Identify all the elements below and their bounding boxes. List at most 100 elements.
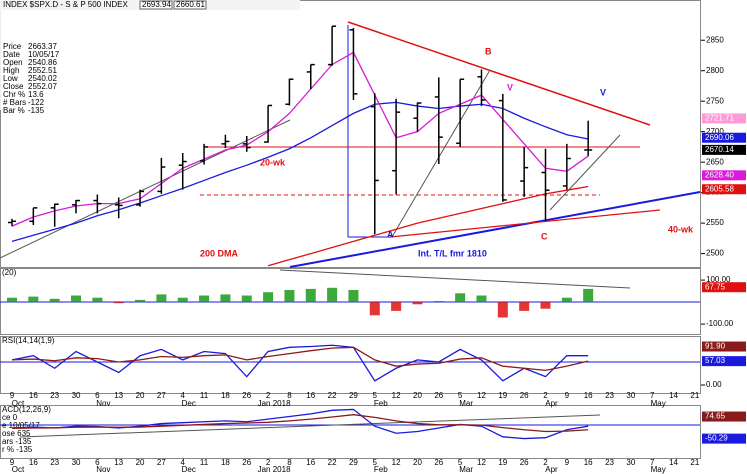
info-value: -135 <box>28 106 45 115</box>
trend-lines <box>0 21 701 438</box>
bar <box>220 294 231 303</box>
x-tick-label: 12 <box>392 391 401 400</box>
line <box>11 346 589 372</box>
x-tick-label: 22 <box>328 391 337 400</box>
x-month-label: Oct <box>12 465 25 474</box>
x-tick-label: 21 <box>690 391 699 400</box>
x-tick-label: 13 <box>114 391 123 400</box>
value-tag <box>702 170 746 181</box>
bar <box>49 298 60 303</box>
trend-line <box>389 209 661 238</box>
info-value: -122 <box>28 98 45 107</box>
x-month-label: Jan 2018 <box>258 399 291 408</box>
info-label: # Bars <box>3 98 26 107</box>
annotation: Int. T/L fmr 1810 <box>418 248 487 258</box>
info-value: 2540.02 <box>28 74 57 83</box>
info-value: 10/05/17 <box>28 50 60 59</box>
x-month-label: Apr <box>545 399 558 408</box>
value-tag-label: 2670.14 <box>705 145 734 154</box>
x-tick-label: 27 <box>157 391 166 400</box>
x-tick-label: 8 <box>287 391 292 400</box>
x-month-label: May <box>651 465 666 474</box>
x-month-label: Jan 2018 <box>258 465 291 474</box>
trend-line <box>19 414 601 438</box>
info-label: Close <box>3 82 24 91</box>
x-tick-label: 9 <box>10 458 15 467</box>
info-value: 2552.07 <box>28 82 57 91</box>
x-tick-label: 23 <box>50 391 59 400</box>
info-box <box>0 10 48 110</box>
x-tick-label: 9 <box>565 391 570 400</box>
x-tick-label: 9 <box>10 391 15 400</box>
line <box>11 414 589 433</box>
y-tick-label: -100.00 <box>706 319 734 328</box>
x-tick-label: 26 <box>434 458 443 467</box>
line <box>267 185 589 267</box>
value-tag <box>702 356 746 367</box>
x-month-label: Mar <box>459 399 473 408</box>
x-tick-label: 9 <box>565 458 570 467</box>
line <box>11 51 589 227</box>
annotation: 20-wk <box>260 157 286 167</box>
panel-frame <box>0 405 701 459</box>
value-tag-label: 91.90 <box>705 342 726 351</box>
y-tick-label: 100.00 <box>706 275 731 284</box>
trend-line <box>279 269 631 289</box>
value-tag-label: -50.29 <box>705 434 728 443</box>
x-tick-label: 26 <box>242 391 251 400</box>
value-tag <box>702 282 746 293</box>
x-tick-label: 2 <box>266 458 271 467</box>
bar <box>583 288 594 303</box>
side-text: ars -135 <box>2 437 32 446</box>
y-tick-label: 2750 <box>706 96 724 105</box>
value-tag <box>702 433 746 444</box>
info-value: 2552.51 <box>28 66 57 75</box>
panel-frame <box>0 336 701 394</box>
x-tick-label: 23 <box>50 458 59 467</box>
x-tick-label: 21 <box>690 458 699 467</box>
value-tag <box>702 184 746 195</box>
bar <box>156 294 167 303</box>
x-tick-label: 29 <box>349 391 358 400</box>
bar <box>433 301 444 303</box>
x-tick-label: 30 <box>626 458 635 467</box>
x-month-label: Feb <box>374 399 388 408</box>
x-tick-label: 20 <box>413 391 422 400</box>
x-tick-label: 4 <box>180 391 185 400</box>
panel-label: ACD(12,26,9) <box>2 405 51 414</box>
header-box <box>173 0 207 10</box>
info-value: 2540.86 <box>28 58 57 67</box>
x-tick-label: 19 <box>498 391 507 400</box>
header-box <box>139 0 173 10</box>
x-tick-label: 2 <box>543 391 548 400</box>
bar <box>135 299 146 303</box>
y-tick-label: 2700 <box>706 127 724 136</box>
y-tick-label: 2550 <box>706 218 724 227</box>
x-tick-label: 20 <box>136 458 145 467</box>
bar <box>391 302 402 311</box>
annotation: V <box>507 82 513 92</box>
x-tick-label: 16 <box>306 458 315 467</box>
bar <box>348 290 359 303</box>
value-tag <box>702 411 746 422</box>
bar <box>177 297 188 303</box>
x-tick-label: 12 <box>477 458 486 467</box>
x-tick-label: 16 <box>584 458 593 467</box>
info-value: 13.6 <box>28 90 44 99</box>
y-tick-label: 2650 <box>706 157 724 166</box>
x-month-label: Oct <box>12 399 25 408</box>
x-tick-label: 16 <box>29 458 38 467</box>
bar <box>327 287 338 303</box>
panel-label: (20) <box>2 268 17 277</box>
x-tick-label: 18 <box>221 391 230 400</box>
value-tag <box>702 144 746 155</box>
x-month-label: Dec <box>182 465 196 474</box>
info-label: Bar % <box>3 106 25 115</box>
x-tick-label: 29 <box>349 458 358 467</box>
bar <box>71 295 82 303</box>
bar <box>455 293 466 303</box>
x-tick-label: 2 <box>543 458 548 467</box>
x-tick-label: 14 <box>669 391 678 400</box>
x-tick-label: 16 <box>584 391 593 400</box>
annotation: A <box>387 229 394 239</box>
